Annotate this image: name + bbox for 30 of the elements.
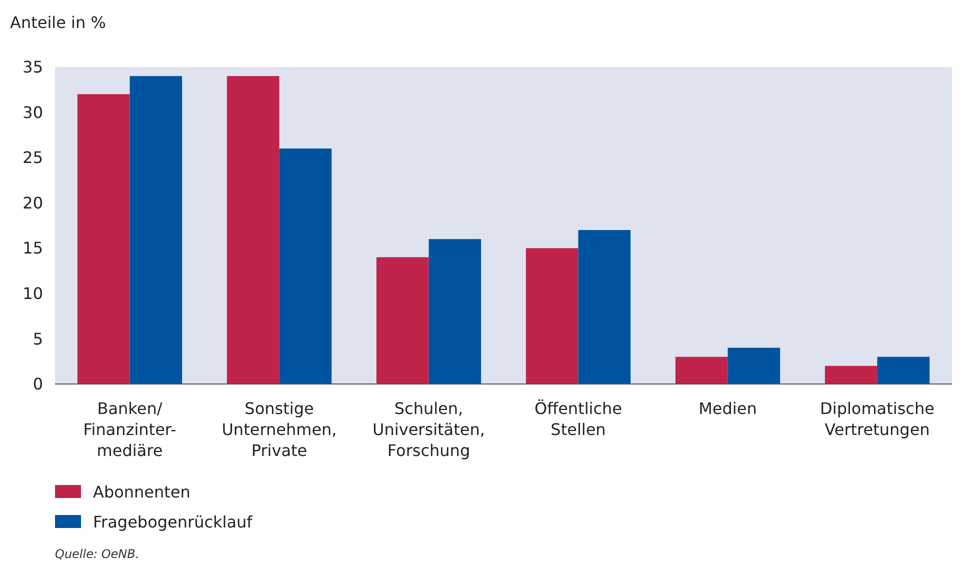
y-tick-label: 15 <box>22 238 43 258</box>
y-axis-title: Anteile in % <box>10 13 106 32</box>
bar <box>77 94 130 384</box>
bar <box>824 366 878 384</box>
bar <box>428 239 482 384</box>
bar <box>226 76 280 384</box>
y-tick-label: 20 <box>22 193 43 212</box>
bar <box>728 348 780 384</box>
x-tick-label: Banken/ Finanzinter- mediäre <box>83 399 176 460</box>
bar <box>130 76 182 384</box>
y-tick-label: 5 <box>32 329 43 348</box>
y-tick-label: 35 <box>22 58 43 77</box>
x-tick-label: Diplomatische Vertretungen <box>820 399 934 439</box>
source-note: Quelle: OeNB. <box>55 547 140 561</box>
bar <box>877 356 930 384</box>
y-tick-label: 30 <box>22 102 43 122</box>
x-tick-label: Schulen, Universitäten, Forschung <box>372 399 485 460</box>
legend-label: Fragebogenrücklauf <box>93 512 253 532</box>
bar <box>578 230 631 384</box>
bar <box>675 356 728 384</box>
y-tick-label: 25 <box>22 148 43 168</box>
x-tick-label: Öffentliche Stellen <box>534 399 622 439</box>
y-tick-label: 0 <box>32 374 43 394</box>
legend-label: Abonnenten <box>93 482 190 502</box>
x-tick-label: Sonstige Unternehmen, Private <box>222 399 337 460</box>
x-tick-label: Medien <box>698 399 757 418</box>
y-tick-label: 10 <box>22 284 43 304</box>
bar <box>526 248 578 384</box>
bar <box>376 257 429 384</box>
bar <box>279 148 332 384</box>
